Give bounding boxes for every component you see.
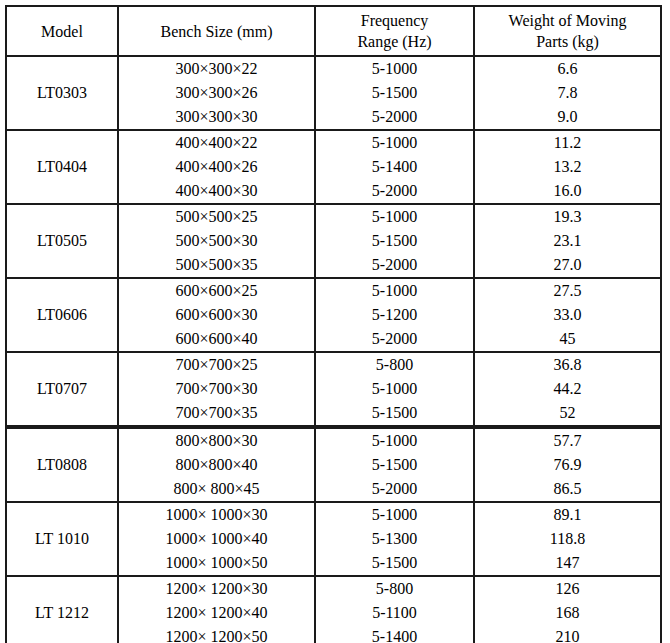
frequency-cell: 5-1000	[315, 427, 474, 453]
table-row: LT 1010 1000× 1000×30 5-1000 89.1	[6, 502, 661, 527]
frequency-cell: 5-1500	[315, 401, 474, 427]
table-row: LT0606 600×600×25 5-1000 27.5	[6, 278, 661, 303]
weight-cell: 19.3	[474, 204, 661, 229]
header-row: Model Bench Size (mm) Frequency Range (H…	[6, 6, 661, 56]
frequency-cell: 5-2000	[315, 253, 474, 278]
frequency-cell: 5-1200	[315, 303, 474, 327]
bench-size-cell: 700×700×25	[118, 352, 315, 377]
bench-size-cell: 1200× 1200×40	[118, 601, 315, 625]
frequency-cell: 5-2000	[315, 179, 474, 204]
weight-cell: 13.2	[474, 155, 661, 179]
col-header-bench-size: Bench Size (mm)	[118, 6, 315, 56]
weight-cell: 86.5	[474, 477, 661, 502]
weight-cell: 168	[474, 601, 661, 625]
model-cell: LT 1010	[6, 502, 118, 576]
weight-cell: 45	[474, 327, 661, 352]
table-row: LT0303 300×300×22 5-1000 6.6	[6, 56, 661, 81]
bench-size-cell: 400×400×30	[118, 179, 315, 204]
bench-size-cell: 300×300×22	[118, 56, 315, 81]
frequency-cell: 5-1100	[315, 601, 474, 625]
bench-size-cell: 400×400×22	[118, 130, 315, 155]
table-row: LT0404 400×400×22 5-1000 11.2	[6, 130, 661, 155]
model-cell: LT0707	[6, 352, 118, 427]
bench-size-cell: 1000× 1000×40	[118, 527, 315, 551]
frequency-cell: 5-2000	[315, 477, 474, 502]
table-row: LT0505 500×500×25 5-1000 19.3	[6, 204, 661, 229]
page: Model Bench Size (mm) Frequency Range (H…	[0, 0, 670, 643]
weight-cell: 16.0	[474, 179, 661, 204]
frequency-cell: 5-1000	[315, 130, 474, 155]
weight-cell: 210	[474, 625, 661, 643]
weight-cell: 52	[474, 401, 661, 427]
frequency-cell: 5-1500	[315, 81, 474, 105]
weight-cell: 44.2	[474, 377, 661, 401]
col-header-model: Model	[6, 6, 118, 56]
weight-cell: 126	[474, 576, 661, 601]
bench-size-cell: 400×400×26	[118, 155, 315, 179]
weight-cell: 27.5	[474, 278, 661, 303]
model-cell: LT 1212	[6, 576, 118, 643]
weight-cell: 23.1	[474, 229, 661, 253]
weight-cell: 57.7	[474, 427, 661, 453]
bench-size-cell: 500×500×30	[118, 229, 315, 253]
bench-size-cell: 1000× 1000×30	[118, 502, 315, 527]
bench-size-cell: 800×800×30	[118, 427, 315, 453]
bench-size-cell: 800×800×40	[118, 453, 315, 477]
table-row: LT 1212 1200× 1200×30 5-800 126	[6, 576, 661, 601]
frequency-cell: 5-1000	[315, 377, 474, 401]
bench-size-cell: 700×700×30	[118, 377, 315, 401]
weight-cell: 118.8	[474, 527, 661, 551]
weight-cell: 147	[474, 551, 661, 576]
bench-size-cell: 700×700×35	[118, 401, 315, 427]
weight-cell: 6.6	[474, 56, 661, 81]
frequency-cell: 5-1500	[315, 453, 474, 477]
frequency-cell: 5-1000	[315, 502, 474, 527]
frequency-cell: 5-1500	[315, 551, 474, 576]
weight-cell: 11.2	[474, 130, 661, 155]
weight-cell: 36.8	[474, 352, 661, 377]
col-header-frequency-range: Frequency Range (Hz)	[315, 6, 474, 56]
model-cell: LT0505	[6, 204, 118, 278]
bench-size-cell: 1200× 1200×30	[118, 576, 315, 601]
bench-size-cell: 300×300×30	[118, 105, 315, 130]
frequency-cell: 5-1000	[315, 278, 474, 303]
weight-cell: 89.1	[474, 502, 661, 527]
frequency-cell: 5-800	[315, 576, 474, 601]
table-row: LT0707 700×700×25 5-800 36.8	[6, 352, 661, 377]
frequency-cell: 5-1000	[315, 56, 474, 81]
weight-cell: 27.0	[474, 253, 661, 278]
col-header-weight: Weight of Moving Parts (kg)	[474, 6, 661, 56]
weight-cell: 76.9	[474, 453, 661, 477]
frequency-cell: 5-1000	[315, 204, 474, 229]
model-cell: LT0404	[6, 130, 118, 204]
weight-cell: 33.0	[474, 303, 661, 327]
weight-cell: 7.8	[474, 81, 661, 105]
bench-size-cell: 600×600×40	[118, 327, 315, 352]
model-cell: LT0808	[6, 427, 118, 502]
spec-table: Model Bench Size (mm) Frequency Range (H…	[5, 5, 662, 643]
frequency-cell: 5-2000	[315, 105, 474, 130]
bench-size-cell: 500×500×25	[118, 204, 315, 229]
model-cell: LT0606	[6, 278, 118, 352]
bench-size-cell: 600×600×30	[118, 303, 315, 327]
weight-cell: 9.0	[474, 105, 661, 130]
bench-size-cell: 1200× 1200×50	[118, 625, 315, 643]
frequency-cell: 5-1500	[315, 229, 474, 253]
frequency-cell: 5-1400	[315, 155, 474, 179]
frequency-cell: 5-800	[315, 352, 474, 377]
model-cell: LT0303	[6, 56, 118, 130]
frequency-cell: 5-1400	[315, 625, 474, 643]
bench-size-cell: 800× 800×45	[118, 477, 315, 502]
bench-size-cell: 1000× 1000×50	[118, 551, 315, 576]
frequency-cell: 5-1300	[315, 527, 474, 551]
bench-size-cell: 600×600×25	[118, 278, 315, 303]
bench-size-cell: 500×500×35	[118, 253, 315, 278]
frequency-cell: 5-2000	[315, 327, 474, 352]
table-row: LT0808 800×800×30 5-1000 57.7	[6, 427, 661, 453]
bench-size-cell: 300×300×26	[118, 81, 315, 105]
